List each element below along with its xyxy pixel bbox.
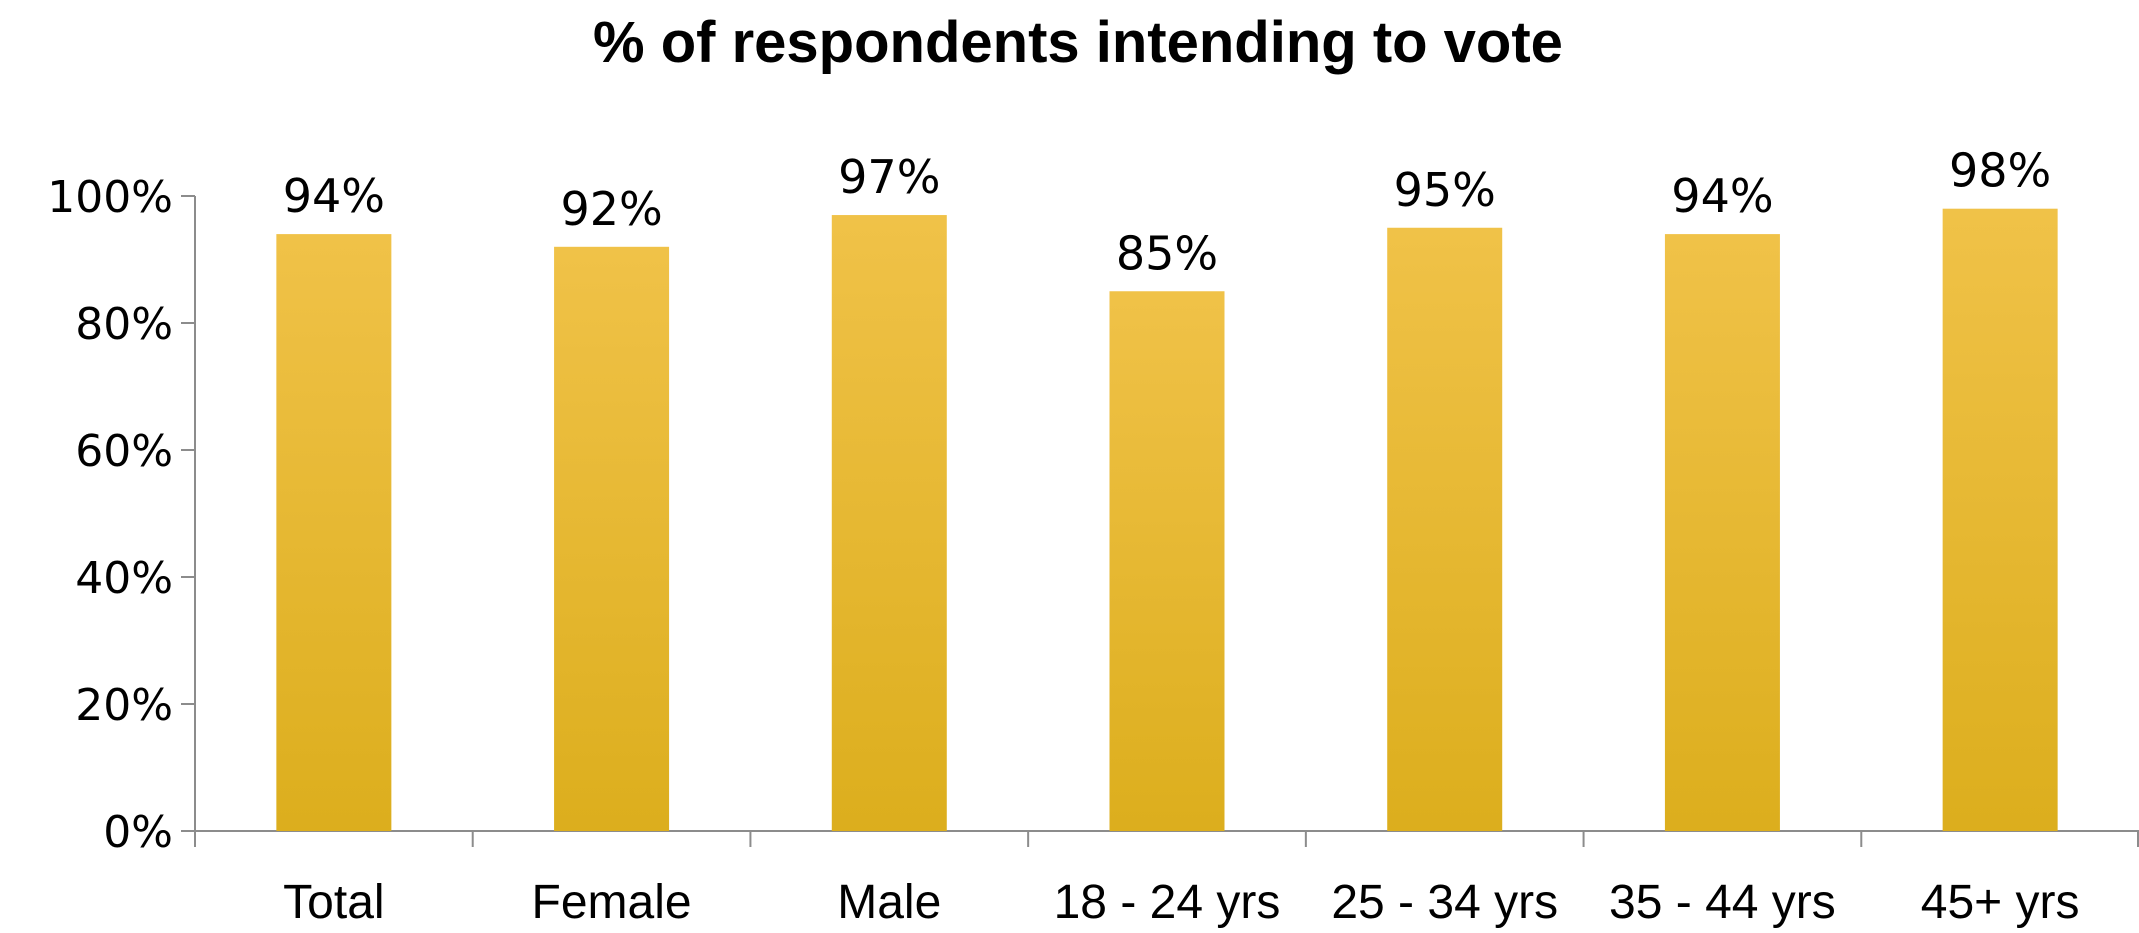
data-label: 97% [838, 150, 940, 204]
x-tick-label: Female [532, 876, 692, 929]
data-label: 98% [1949, 144, 2051, 198]
x-tick-label: Male [837, 876, 941, 929]
y-tick-label: 20% [75, 680, 173, 731]
y-axis: 0% 20% 40% 60% 80% 100% [47, 172, 196, 858]
x-tick-label: 45+ yrs [1921, 876, 2080, 929]
bar [1387, 227, 1503, 831]
bar [554, 246, 670, 832]
x-tick-label: 25 - 34 yrs [1331, 876, 1558, 929]
chart-title: % of respondents intending to vote [593, 10, 1563, 75]
data-labels: 94% 92% 97% 85% 95% 94% 98% [283, 144, 2052, 281]
x-tick-label: Total [283, 876, 384, 929]
bar [276, 234, 392, 832]
y-tick-label: 60% [75, 426, 173, 477]
bar [1664, 234, 1780, 832]
y-tick-label: 100% [47, 172, 173, 223]
x-tick-label: 18 - 24 yrs [1054, 876, 1281, 929]
data-label: 94% [1671, 169, 1773, 223]
bar [831, 215, 947, 832]
data-label: 95% [1394, 163, 1496, 217]
bars [276, 208, 2058, 832]
bar [1942, 208, 2058, 831]
data-label: 92% [560, 182, 662, 236]
x-tick-label: 35 - 44 yrs [1609, 876, 1836, 929]
y-tick-label: 0% [103, 807, 173, 858]
data-label: 85% [1116, 226, 1218, 280]
x-axis: Total Female Male 18 - 24 yrs 25 - 34 yrs 35 … [194, 830, 2139, 929]
y-tick-label: 40% [75, 553, 173, 604]
bar [1109, 291, 1225, 831]
y-tick-label: 80% [75, 299, 173, 350]
data-label: 94% [283, 169, 385, 223]
